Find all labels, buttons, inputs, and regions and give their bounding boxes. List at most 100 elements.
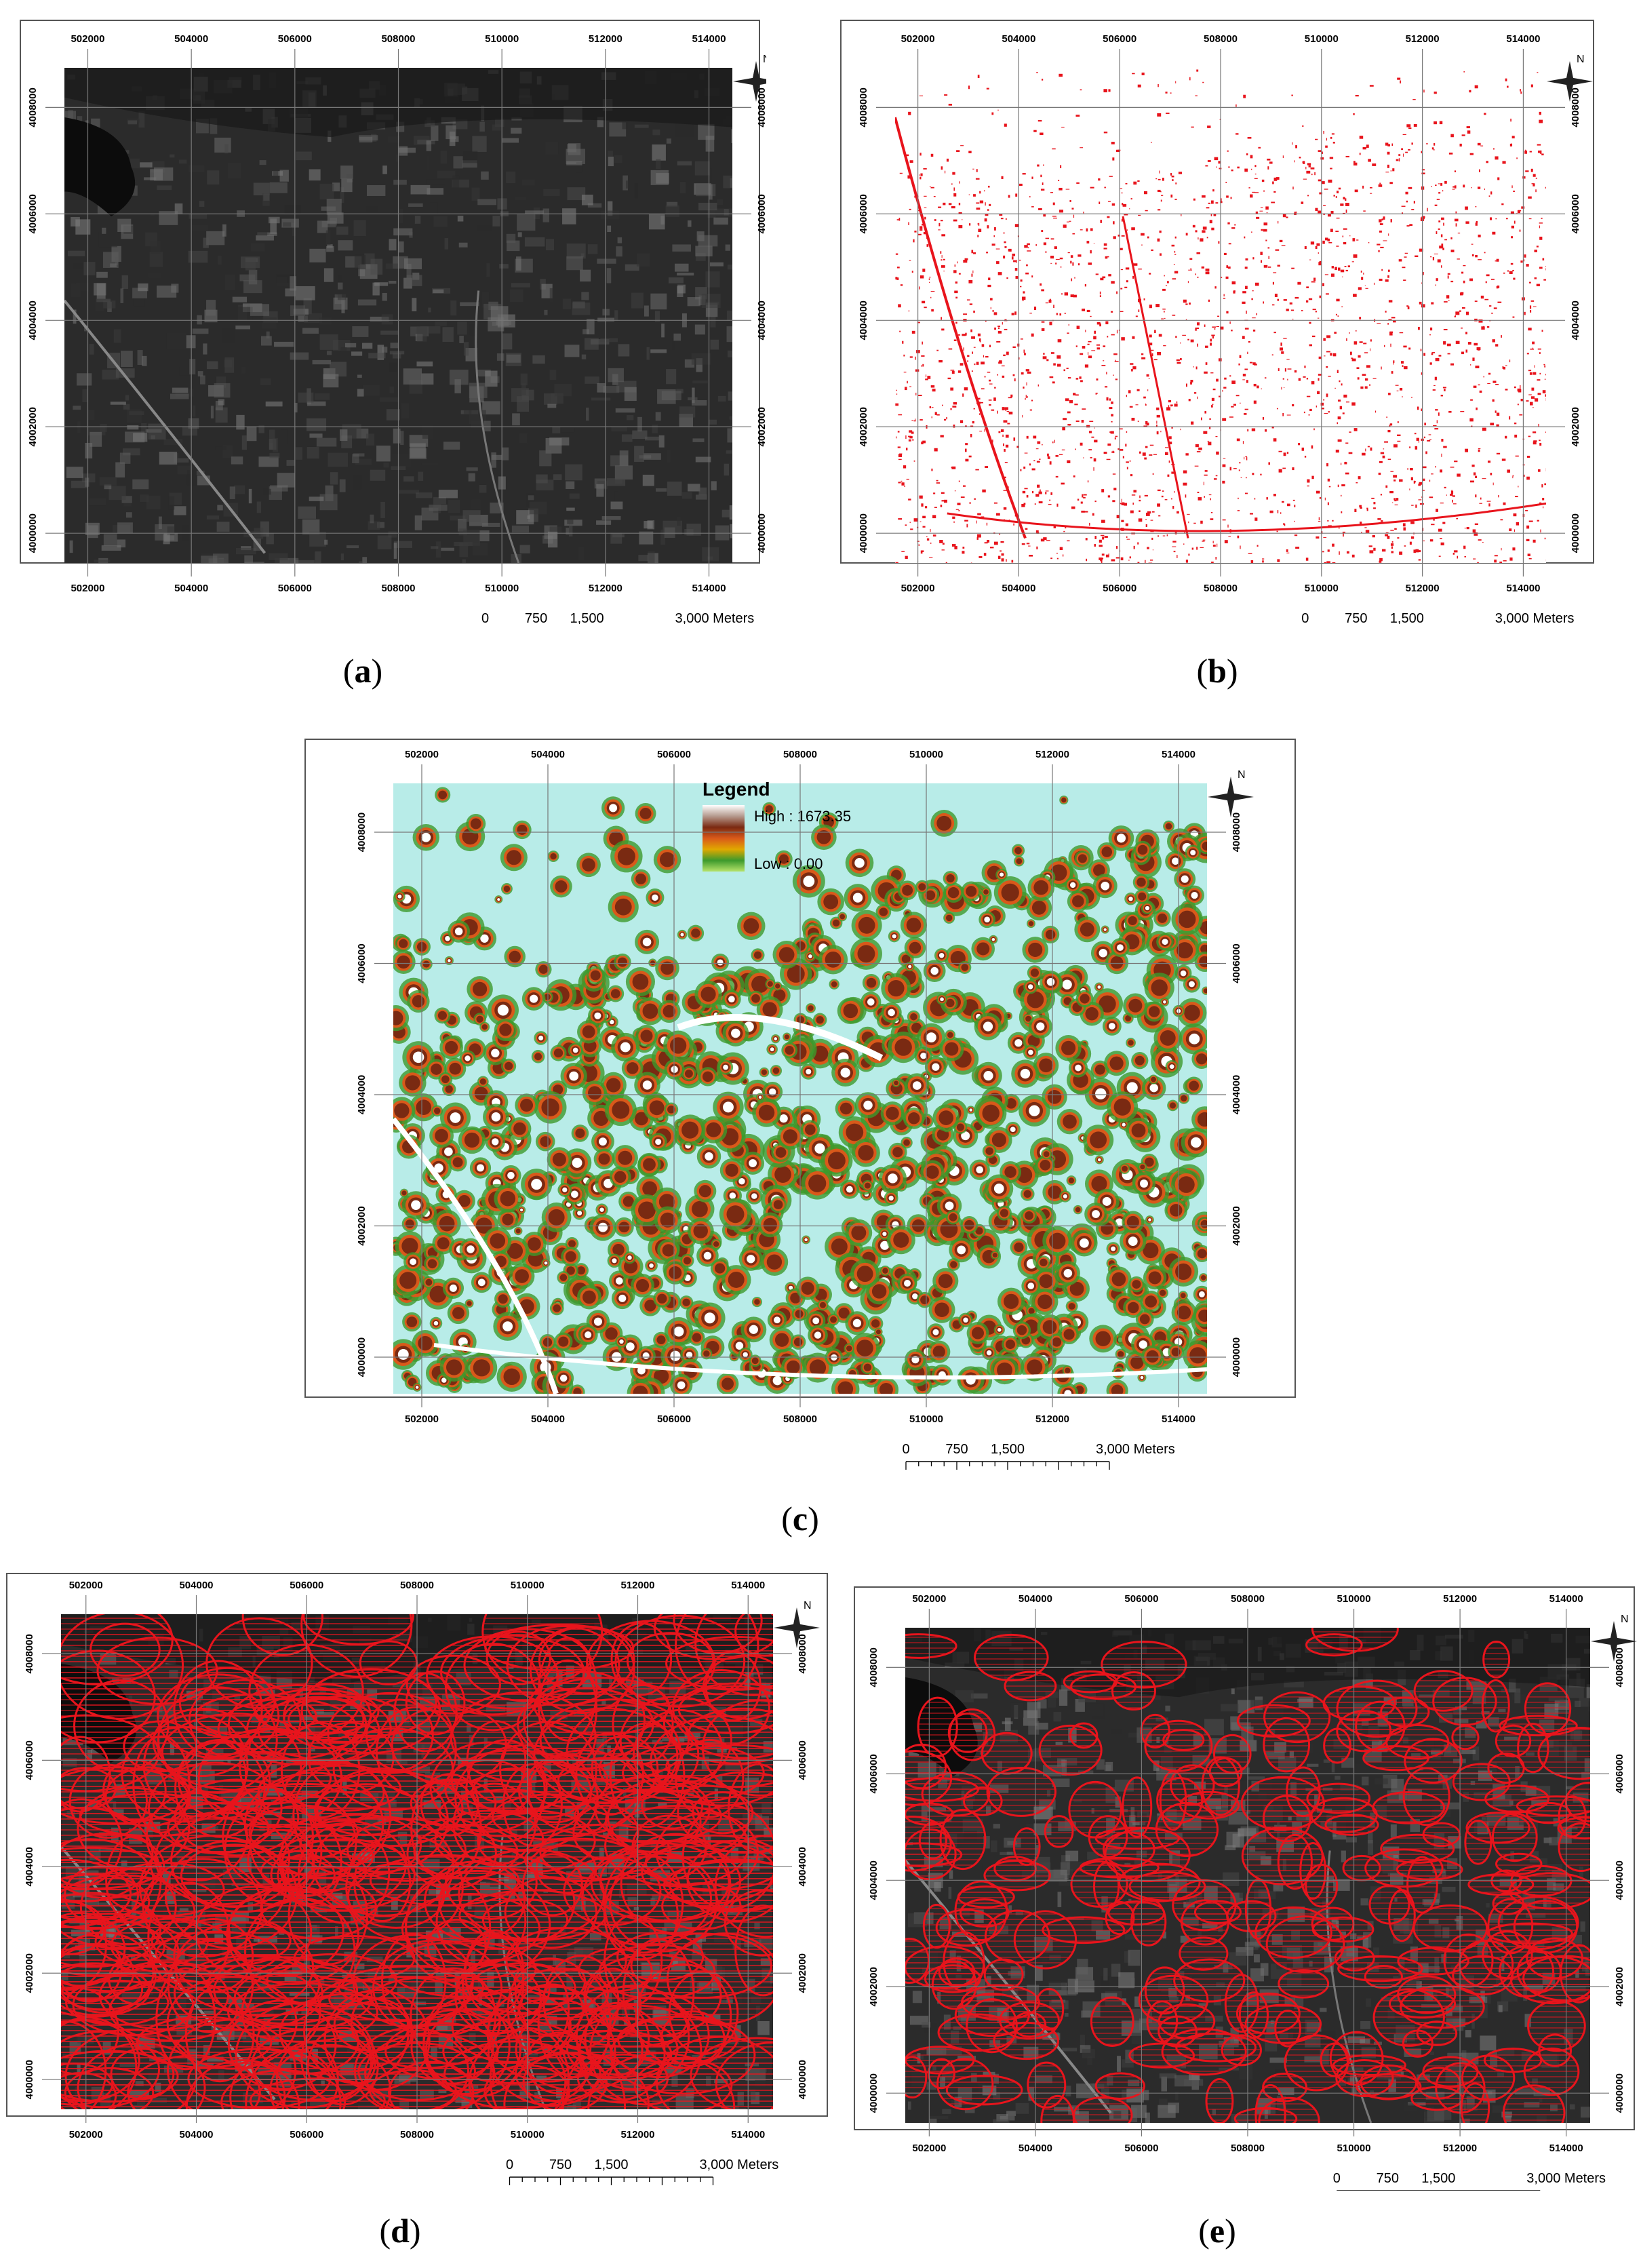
north-label: N bbox=[763, 54, 766, 65]
map-svg-b: 502000 502000 504000 504000 506000 506000 5080… bbox=[840, 20, 1594, 639]
x-tick-label-bottom: 506000 bbox=[290, 2129, 323, 2140]
y-tick-label-left: 4002000 bbox=[356, 1206, 368, 1245]
y-tick-label-left: 4008000 bbox=[858, 87, 869, 127]
x-tick-label-bottom: 512000 bbox=[589, 583, 622, 594]
x-tick-label-top: 512000 bbox=[1035, 749, 1069, 760]
y-tick-label-left: 4004000 bbox=[24, 1847, 35, 1886]
y-tick-label-left: 4000000 bbox=[868, 2073, 879, 2113]
scale-label: 3,000 Meters bbox=[675, 611, 755, 624]
scale-label: 3,000 Meters bbox=[1526, 2171, 1606, 2186]
legend-title: Legend bbox=[703, 779, 770, 800]
map-image-e bbox=[905, 1628, 1590, 2123]
y-tick-label-right: 4002000 bbox=[1570, 407, 1581, 446]
y-tick-label-right: 4004000 bbox=[1614, 1860, 1625, 1900]
y-tick-label-right: 4000000 bbox=[1614, 2073, 1625, 2113]
x-tick-label-top: 510000 bbox=[909, 749, 943, 760]
x-tick-label-bottom: 502000 bbox=[405, 1413, 439, 1425]
x-tick-label-bottom: 510000 bbox=[909, 1413, 943, 1425]
x-tick-label-bottom: 506000 bbox=[1103, 583, 1136, 594]
map-grid bbox=[42, 1595, 792, 2123]
x-tick-label-bottom: 504000 bbox=[179, 2129, 213, 2140]
x-tick-label-bottom: 510000 bbox=[1305, 583, 1339, 594]
x-tick-label-top: 510000 bbox=[485, 33, 519, 45]
x-tick-label-bottom: 510000 bbox=[485, 583, 519, 594]
x-tick-label-top: 504000 bbox=[531, 749, 565, 760]
scale-label: 1,500 bbox=[1390, 611, 1424, 624]
x-tick-label-bottom: 508000 bbox=[1204, 583, 1238, 594]
map-tick-labels: 502000 502000 504000 504000 506000 506000 5080… bbox=[868, 1593, 1625, 2154]
map-image-b bbox=[895, 68, 1546, 563]
scale-label: 0 bbox=[1301, 611, 1309, 624]
y-tick-label-left: 4008000 bbox=[356, 813, 368, 852]
x-tick-label-bottom: 508000 bbox=[783, 1413, 817, 1425]
x-tick-label-top: 502000 bbox=[405, 749, 439, 760]
north-arrow-icon: N bbox=[774, 1600, 820, 1648]
north-arrow-icon: N bbox=[1547, 54, 1593, 102]
y-tick-label-right: 4008000 bbox=[1614, 1647, 1625, 1687]
y-tick-label-right: 4004000 bbox=[756, 300, 766, 340]
north-label: N bbox=[1577, 54, 1585, 65]
y-tick-label-left: 4008000 bbox=[24, 1634, 35, 1673]
x-tick-label-top: 506000 bbox=[657, 749, 691, 760]
scale-label: 750 bbox=[945, 1442, 968, 1457]
caption-d: (d) bbox=[379, 2212, 421, 2250]
x-tick-label-top: 514000 bbox=[692, 33, 726, 45]
y-tick-label-left: 4000000 bbox=[858, 513, 869, 553]
scale-label: 750 bbox=[549, 2157, 572, 2172]
north-label: N bbox=[1621, 1614, 1629, 1625]
y-tick-label-right: 4002000 bbox=[756, 407, 766, 446]
y-tick-label-right: 4000000 bbox=[797, 2060, 808, 2099]
scale-label: 0 bbox=[902, 1442, 909, 1457]
scale-bar: 0 750 1,500 3,000 Meters bbox=[1301, 611, 1575, 639]
scale-bar: 0 750 1,500 3,000 Meters bbox=[506, 2157, 778, 2185]
x-tick-label-top: 502000 bbox=[71, 33, 104, 45]
x-tick-label-bottom: 502000 bbox=[901, 583, 935, 594]
x-tick-label-top: 514000 bbox=[1506, 33, 1540, 45]
x-tick-label-bottom: 504000 bbox=[1002, 583, 1035, 594]
x-tick-label-bottom: 512000 bbox=[620, 2129, 654, 2140]
map-panel-e: 502000 502000 504000 504000 506000 506000 5080… bbox=[848, 1580, 1641, 2199]
x-tick-label-top: 506000 bbox=[1103, 33, 1136, 45]
north-label: N bbox=[804, 1600, 812, 1611]
map-panel-b: 502000 502000 504000 504000 506000 506000 5080… bbox=[834, 14, 1600, 639]
scale-label: 0 bbox=[506, 2157, 513, 2172]
y-tick-label-left: 4004000 bbox=[858, 300, 869, 340]
y-tick-label-left: 4002000 bbox=[868, 1967, 879, 2006]
x-tick-label-top: 510000 bbox=[1305, 33, 1339, 45]
map-image-c bbox=[393, 783, 1207, 1394]
caption-c: (c) bbox=[781, 1500, 819, 1538]
y-tick-label-right: 4006000 bbox=[1614, 1754, 1625, 1793]
x-tick-label-top: 502000 bbox=[69, 1580, 103, 1591]
map-grid bbox=[374, 764, 1226, 1407]
x-tick-label-bottom: 508000 bbox=[400, 2129, 434, 2140]
x-tick-label-top: 508000 bbox=[1231, 1593, 1265, 1605]
scale-label: 1,500 bbox=[594, 2157, 628, 2172]
y-tick-label-left: 4006000 bbox=[356, 943, 368, 983]
y-tick-label-right: 4008000 bbox=[1231, 813, 1242, 852]
y-tick-label-right: 4006000 bbox=[1231, 943, 1242, 983]
y-tick-label-right: 4002000 bbox=[797, 1953, 808, 1993]
x-tick-label-bottom: 512000 bbox=[1443, 2143, 1477, 2154]
scale-label: 750 bbox=[1345, 611, 1367, 624]
x-tick-label-bottom: 514000 bbox=[692, 583, 726, 594]
y-tick-label-right: 4002000 bbox=[1614, 1967, 1625, 2006]
x-tick-label-bottom: 508000 bbox=[1231, 2143, 1265, 2154]
x-tick-label-top: 506000 bbox=[290, 1580, 323, 1591]
x-tick-label-top: 508000 bbox=[783, 749, 817, 760]
map-svg-d: 502000 502000 504000 504000 506000 506000 5080… bbox=[6, 1573, 828, 2185]
y-tick-label-right: 4008000 bbox=[756, 87, 766, 127]
x-tick-label-top: 506000 bbox=[278, 33, 312, 45]
x-tick-label-bottom: 514000 bbox=[1549, 2143, 1583, 2154]
y-tick-label-right: 4008000 bbox=[797, 1634, 808, 1673]
map-panel-a: 502000 502000 504000 504000 506000 506000 5080… bbox=[14, 14, 779, 639]
x-tick-label-bottom: 506000 bbox=[278, 583, 312, 594]
scale-label: 1,500 bbox=[570, 611, 604, 624]
y-tick-label-right: 4008000 bbox=[1570, 87, 1581, 127]
x-tick-label-bottom: 506000 bbox=[657, 1413, 691, 1425]
map-legend: Legend High : 1673.35 Low : 0.00 bbox=[703, 779, 851, 872]
y-tick-label-left: 4004000 bbox=[356, 1075, 368, 1114]
x-tick-label-top: 512000 bbox=[1443, 1593, 1477, 1605]
map-tick-labels: 502000 502000 504000 504000 506000 506000 5080… bbox=[858, 33, 1581, 594]
y-tick-label-left: 4000000 bbox=[27, 513, 39, 553]
